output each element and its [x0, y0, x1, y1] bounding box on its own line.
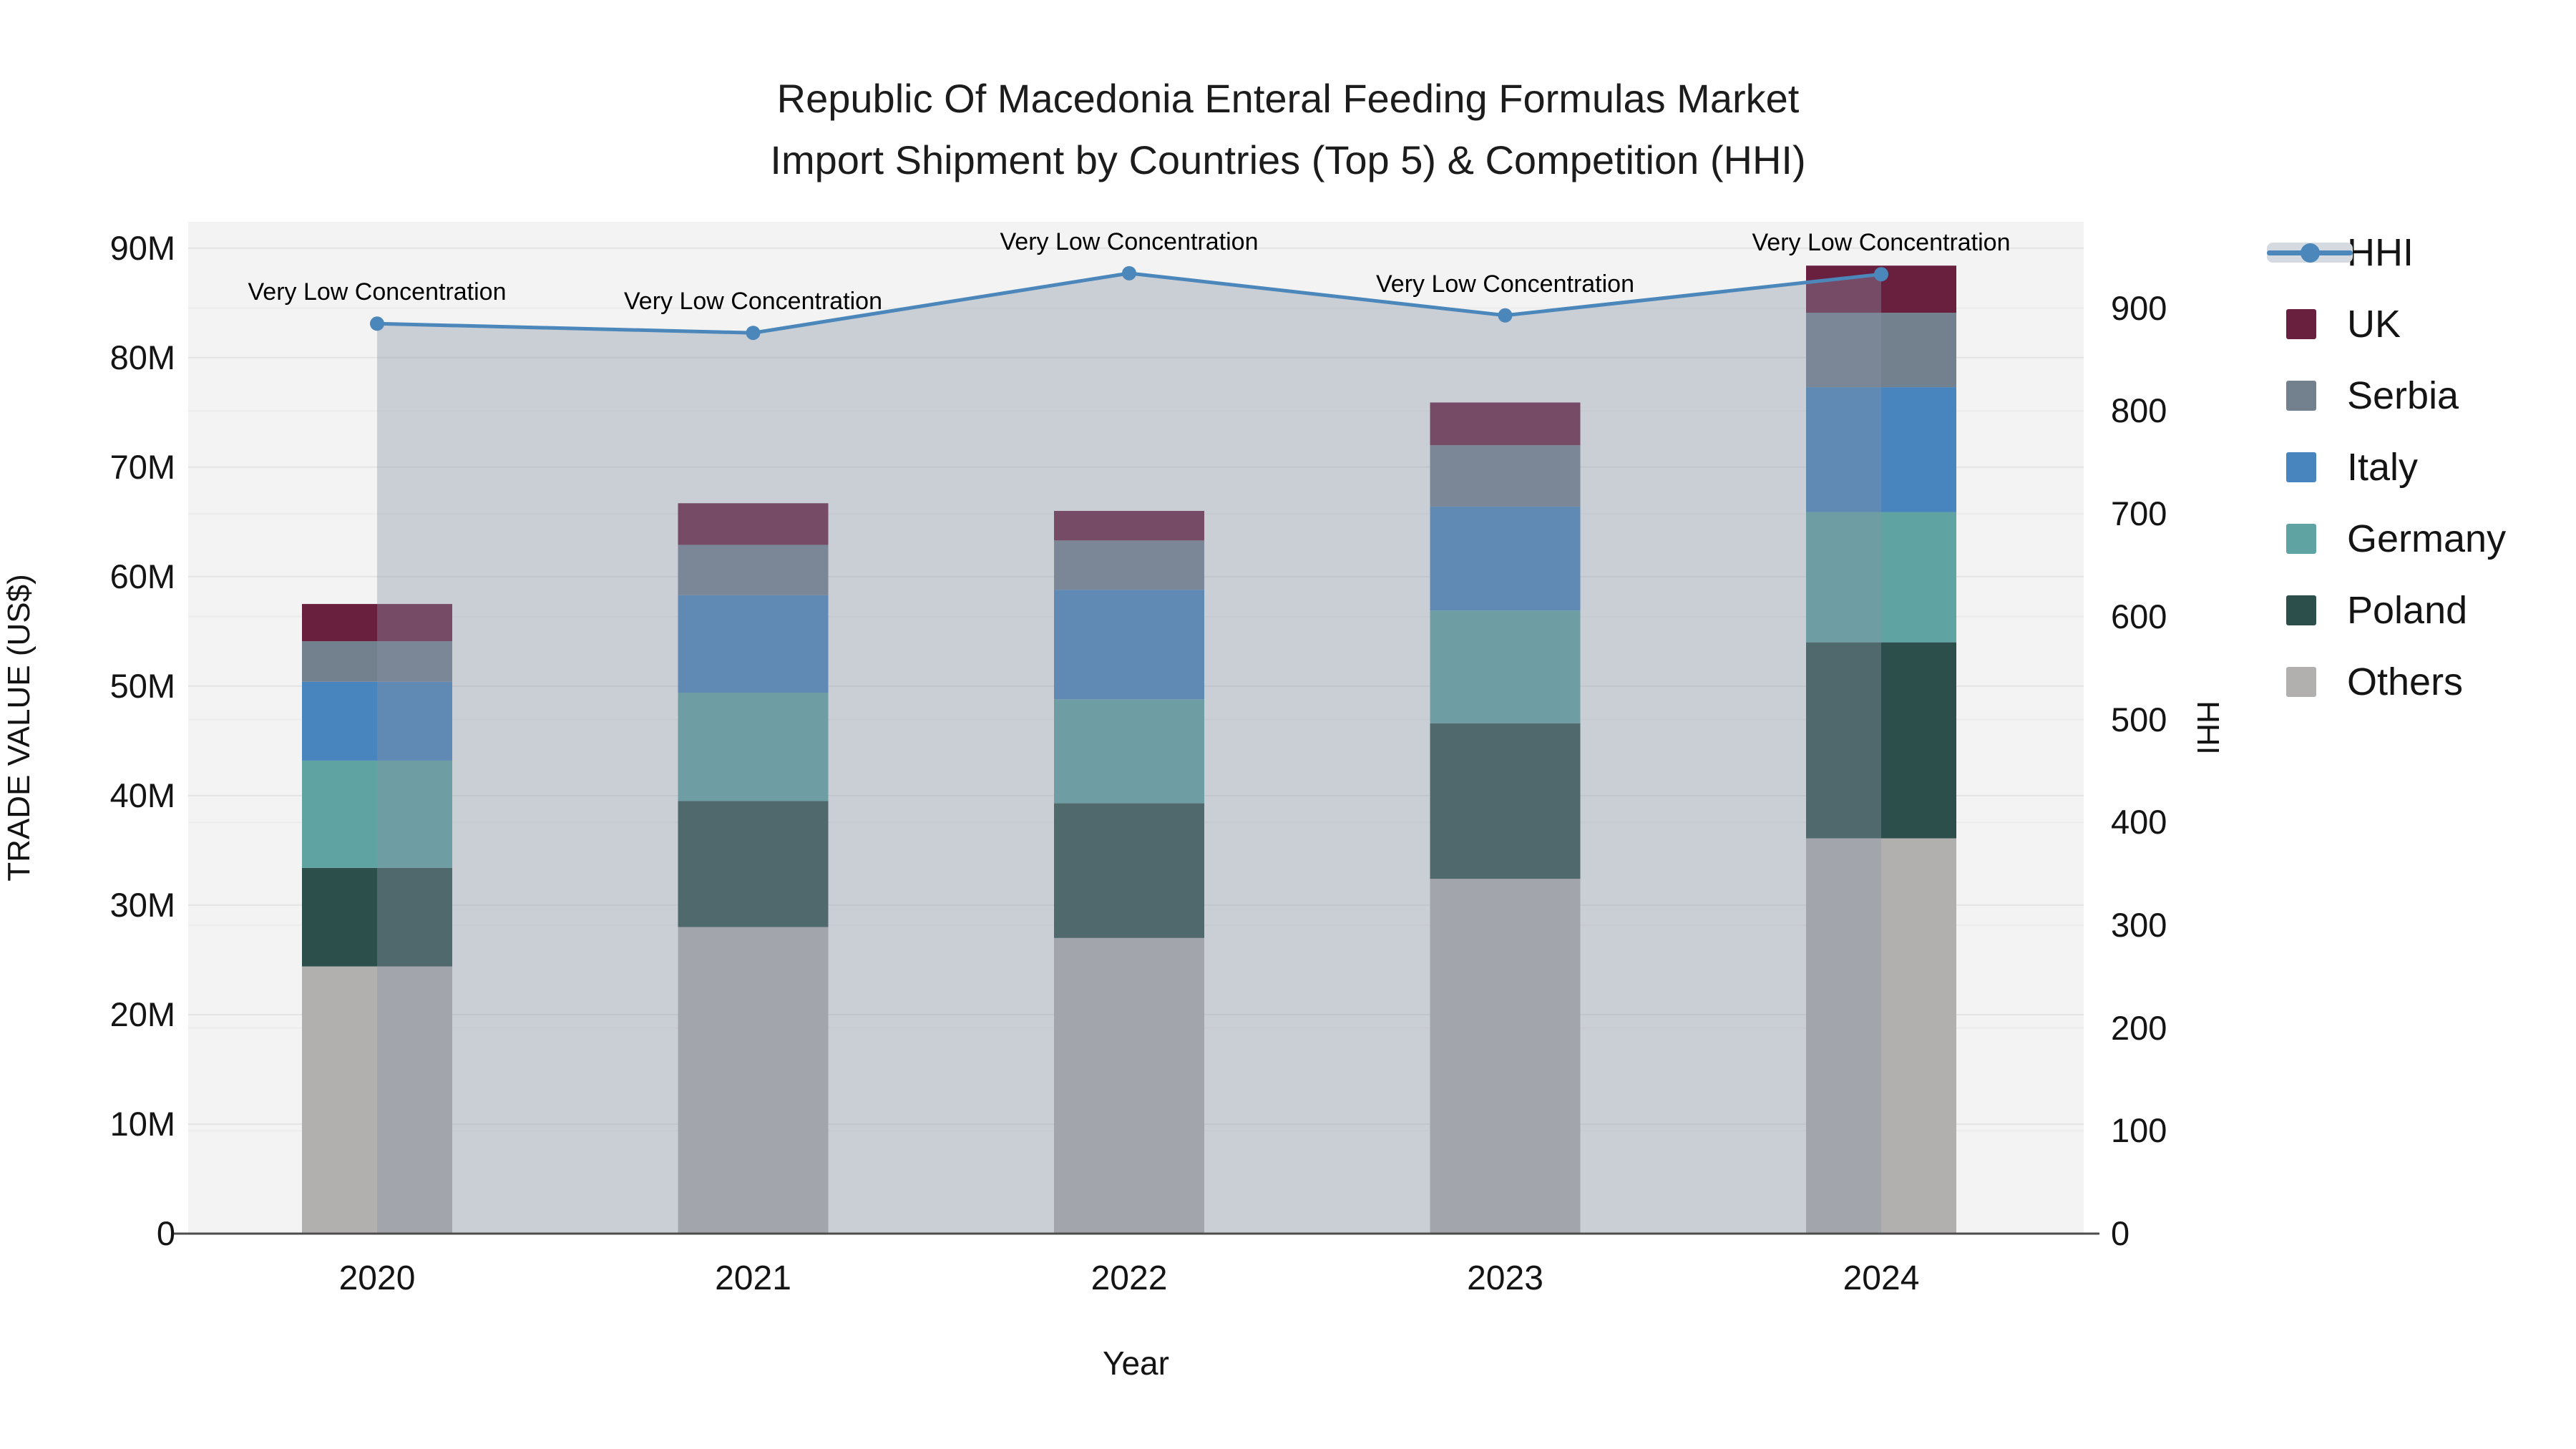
bar-segment-others-2021	[678, 927, 829, 1234]
legend-item-serbia[interactable]: Serbia	[2254, 360, 2506, 431]
bar-segment-poland-2020	[302, 867, 452, 967]
bar-segment-uk-2023	[1430, 402, 1581, 446]
bar-segment-serbia-2021	[678, 545, 829, 595]
legend-item-others[interactable]: Others	[2254, 646, 2506, 718]
legend-label: UK	[2347, 303, 2401, 346]
serbia-swatch-icon	[2254, 381, 2347, 411]
hhi-area-fill	[377, 273, 1881, 1234]
hhi-marker-2020	[370, 316, 384, 331]
y-right-tick-label: 700	[2111, 494, 2167, 533]
uk-swatch-icon	[2254, 309, 2347, 339]
y-right-tick-label: 0	[2111, 1214, 2130, 1252]
x-tick-label: 2022	[1091, 1259, 1168, 1297]
y-left-tick-label: 10M	[109, 1104, 175, 1143]
hhi-line-icon	[2254, 237, 2353, 268]
bar-segment-germany-2023	[1430, 610, 1581, 723]
bar-segment-poland-2022	[1054, 803, 1204, 938]
bar-segment-italy-2021	[678, 595, 829, 693]
bar-segment-serbia-2024	[1806, 313, 1956, 388]
y-right-tick-label: 600	[2111, 597, 2167, 635]
y-left-tick-label: 0	[156, 1214, 175, 1252]
bar-segment-poland-2024	[1806, 642, 1956, 839]
y-left-tick-label: 50M	[109, 666, 175, 705]
y-right-tick-label: 800	[2111, 391, 2167, 430]
legend-item-poland[interactable]: Poland	[2254, 575, 2506, 646]
x-tick-label: 2020	[338, 1259, 416, 1297]
legend-label: HHI	[2347, 231, 2414, 274]
y-right-tick-label: 200	[2111, 1008, 2167, 1047]
annotation-very-low-concentration: Very Low Concentration	[1376, 270, 1634, 298]
bar-segment-poland-2021	[678, 801, 829, 927]
bar-segment-others-2023	[1430, 879, 1581, 1234]
bar-segment-italy-2023	[1430, 506, 1581, 611]
y-left-tick-label: 20M	[109, 995, 175, 1033]
legend-item-uk[interactable]: UK	[2254, 288, 2506, 360]
y-left-tick-label: 70M	[109, 447, 175, 486]
legend-item-hhi[interactable]: HHI	[2254, 217, 2506, 288]
bar-segment-serbia-2020	[302, 641, 452, 682]
legend-label: Serbia	[2347, 374, 2459, 417]
bar-segment-serbia-2022	[1054, 540, 1204, 590]
legend-label: Germany	[2347, 517, 2507, 560]
others-swatch-icon	[2254, 667, 2347, 697]
y-right-tick-label: 400	[2111, 803, 2167, 841]
legend: HHI UK Serbia Italy Germany Poland Other…	[2254, 217, 2506, 718]
y-right-tick-label: 500	[2111, 700, 2167, 738]
bar-segment-others-2020	[302, 966, 452, 1234]
poland-swatch-icon	[2254, 595, 2347, 625]
annotation-very-low-concentration: Very Low Concentration	[624, 288, 882, 316]
chart-title: Republic Of Macedonia Enteral Feeding Fo…	[0, 68, 2576, 191]
y-left-tick-label: 60M	[109, 557, 175, 595]
hhi-marker-2024	[1874, 267, 1888, 282]
hhi-marker-2023	[1498, 308, 1513, 323]
bar-segment-italy-2022	[1054, 590, 1204, 700]
annotation-very-low-concentration: Very Low Concentration	[1000, 228, 1259, 255]
x-tick-label: 2024	[1843, 1259, 1920, 1297]
bar-segment-uk-2020	[302, 604, 452, 642]
legend-label: Poland	[2347, 589, 2468, 632]
germany-swatch-icon	[2254, 524, 2347, 554]
bar-segment-germany-2021	[678, 693, 829, 801]
hhi-marker-2021	[746, 326, 761, 341]
legend-item-italy[interactable]: Italy	[2254, 431, 2506, 503]
y-left-tick-label: 40M	[109, 776, 175, 814]
bar-segment-poland-2023	[1430, 723, 1581, 879]
bar-segment-others-2024	[1806, 838, 1956, 1234]
bar-segment-germany-2022	[1054, 699, 1204, 804]
x-tick-label: 2023	[1467, 1259, 1543, 1297]
legend-label: Italy	[2347, 446, 2419, 489]
y-right-tick-label: 900	[2111, 288, 2167, 327]
chart-title-line1: Republic Of Macedonia Enteral Feeding Fo…	[776, 76, 1800, 121]
bar-segment-serbia-2023	[1430, 445, 1581, 507]
chart-title-line2: Import Shipment by Countries (Top 5) & C…	[770, 137, 1806, 182]
hhi-marker-2022	[1122, 265, 1136, 280]
y-left-tick-label: 90M	[109, 228, 175, 267]
y-right-tick-label: 300	[2111, 905, 2167, 944]
y-axis-title-right: HHI	[2190, 701, 2225, 755]
legend-label: Others	[2347, 660, 2464, 703]
bar-segment-germany-2024	[1806, 512, 1956, 643]
bar-segment-italy-2024	[1806, 387, 1956, 512]
italy-swatch-icon	[2254, 452, 2347, 482]
x-axis-title: Year	[1103, 1345, 1169, 1382]
y-right-tick-label: 100	[2111, 1111, 2167, 1150]
annotation-very-low-concentration: Very Low Concentration	[248, 278, 507, 306]
annotation-very-low-concentration: Very Low Concentration	[1752, 229, 2011, 257]
y-left-tick-label: 80M	[109, 338, 175, 376]
bar-segment-uk-2021	[678, 503, 829, 545]
bar-segment-others-2022	[1054, 937, 1204, 1234]
y-axis-title-left: TRADE VALUE (US$)	[1, 574, 36, 882]
x-tick-label: 2021	[715, 1259, 791, 1297]
bar-segment-italy-2020	[302, 681, 452, 761]
y-left-tick-label: 30M	[109, 885, 175, 924]
legend-item-germany[interactable]: Germany	[2254, 503, 2506, 575]
bar-segment-uk-2022	[1054, 511, 1204, 541]
bar-segment-germany-2020	[302, 760, 452, 868]
